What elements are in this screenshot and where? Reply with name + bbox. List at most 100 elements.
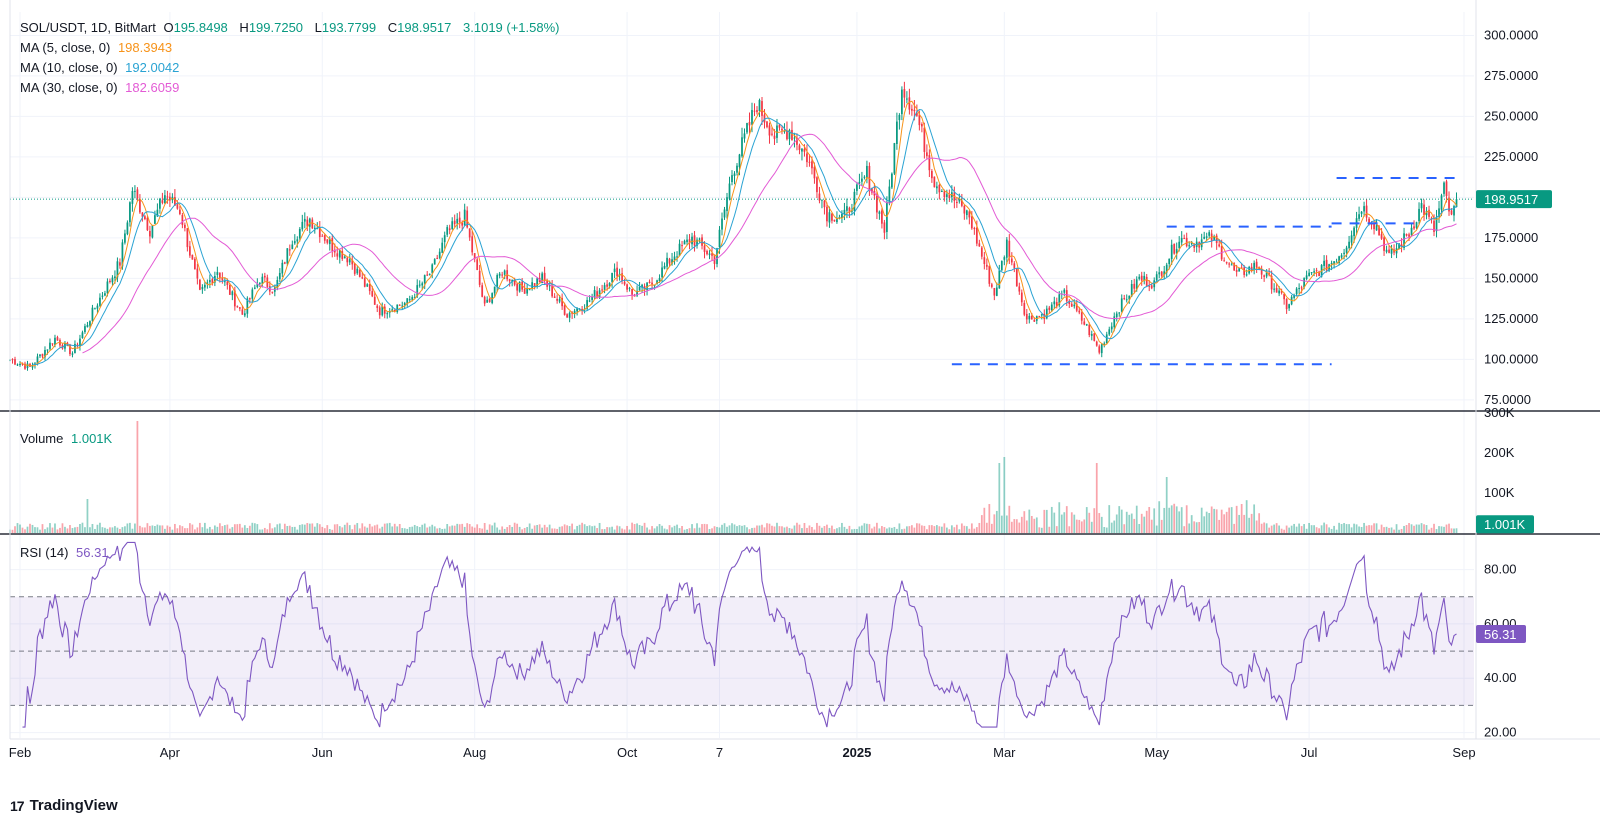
candle-body	[853, 191, 856, 211]
volume-bar	[1313, 525, 1315, 533]
volume-bar	[558, 526, 561, 533]
rsi-badge-bg	[1476, 624, 1526, 643]
candle-body	[263, 275, 266, 278]
volume-legend[interactable]: Volume 1.001K	[20, 431, 112, 446]
volume-bar	[401, 528, 404, 533]
candle-body	[963, 205, 966, 214]
volume-bar	[431, 524, 434, 533]
candle-body	[386, 313, 389, 315]
volume-bar	[891, 527, 893, 533]
rsi-line	[22, 541, 1457, 728]
volume-bar	[1270, 525, 1273, 533]
candle-body	[1285, 298, 1288, 310]
candle-body	[881, 210, 883, 224]
volume-bar	[1120, 509, 1123, 533]
candle-body	[653, 285, 656, 287]
volume-bar	[758, 525, 761, 533]
volume-bar	[106, 528, 109, 533]
volume-bar	[1205, 511, 1208, 533]
volume-bar	[421, 524, 424, 533]
candle-body	[1440, 195, 1443, 210]
tradingview-logo[interactable]: 17 TradingView	[10, 797, 118, 814]
volume-bar	[283, 523, 286, 533]
volume-bar	[1018, 522, 1021, 533]
candle-body	[191, 254, 194, 260]
candle-body	[1000, 261, 1003, 271]
volume-bar	[226, 524, 229, 533]
candle-body	[136, 189, 139, 199]
candle-body	[39, 354, 41, 357]
candle-body	[883, 222, 886, 233]
volume-bar	[1405, 524, 1408, 533]
volume-bar	[1145, 510, 1148, 533]
candle-body	[1040, 314, 1043, 316]
candle-body	[1045, 308, 1048, 319]
candle-body	[526, 288, 529, 294]
time-axis[interactable]: Feb Apr Jun Aug Oct 7 2025 Mar May Jul Sep	[9, 745, 1476, 760]
volume-label: Volume	[20, 431, 64, 446]
candle-body	[129, 202, 131, 223]
candle-body	[348, 259, 351, 263]
candle-body	[1293, 294, 1295, 298]
volume-bar	[698, 527, 701, 533]
volume-bar	[31, 524, 34, 533]
volume-bar	[733, 524, 736, 533]
support-resistance-levels[interactable]	[10, 176, 1474, 366]
candle-body	[114, 276, 116, 279]
candle-body	[906, 98, 908, 100]
candle-body	[828, 212, 831, 223]
volume-bar	[1030, 515, 1033, 533]
volume-bar	[366, 527, 369, 533]
candle-body	[126, 222, 129, 235]
ma5-legend[interactable]: MA (5, close, 0) 198.3943	[20, 38, 172, 58]
candle-body	[561, 298, 563, 307]
candle-body	[1380, 234, 1383, 239]
candle-body	[1365, 205, 1368, 218]
candle-body	[131, 190, 134, 204]
candle-body	[443, 235, 446, 243]
symbol-legend[interactable]: SOL/USDT, 1D, BitMart O195.8498 H199.725…	[20, 18, 560, 38]
volume-bar	[1128, 514, 1131, 533]
volume-bar	[950, 525, 953, 533]
volume-bar	[338, 526, 341, 533]
volume-bar	[211, 529, 214, 533]
volume-bar	[1283, 529, 1286, 533]
candle-body	[1433, 220, 1435, 232]
volume-bar	[866, 523, 868, 533]
candle-body	[516, 283, 519, 291]
candle-body	[761, 101, 763, 116]
volume-bar	[1410, 524, 1413, 533]
candle-body	[1323, 260, 1325, 266]
volume-badge: 1.001K	[1484, 517, 1526, 532]
candle-body	[641, 284, 643, 288]
candle-body	[1408, 234, 1410, 237]
volume-bar	[426, 527, 429, 533]
volume-bar	[858, 526, 861, 533]
rsi-legend[interactable]: RSI (14) 56.31	[20, 545, 109, 560]
candle-body	[808, 161, 811, 163]
candle-body	[940, 191, 943, 193]
volume-bar	[721, 524, 723, 533]
candle-body	[788, 130, 791, 140]
candle-body	[233, 290, 236, 307]
candle-body	[231, 291, 234, 296]
candle-body	[198, 279, 201, 290]
volume-bar	[1025, 520, 1028, 533]
volume-bar	[918, 523, 921, 533]
volume-bar	[990, 523, 993, 533]
candle-body	[901, 89, 903, 115]
candle-body	[706, 250, 708, 255]
volume-bar	[381, 526, 384, 533]
ma30-legend[interactable]: MA (30, close, 0) 182.6059	[20, 78, 179, 98]
candle-body	[1253, 262, 1256, 271]
candle-body	[938, 184, 941, 193]
candle-body	[1443, 182, 1445, 194]
candle-body	[1103, 343, 1106, 345]
candle-body	[723, 209, 726, 218]
ma10-legend[interactable]: MA (10, close, 0) 192.0042	[20, 58, 179, 78]
volume-bar	[816, 522, 818, 533]
volume-bar	[788, 528, 791, 533]
volume-bar	[1413, 525, 1415, 533]
candle-body	[925, 152, 928, 157]
